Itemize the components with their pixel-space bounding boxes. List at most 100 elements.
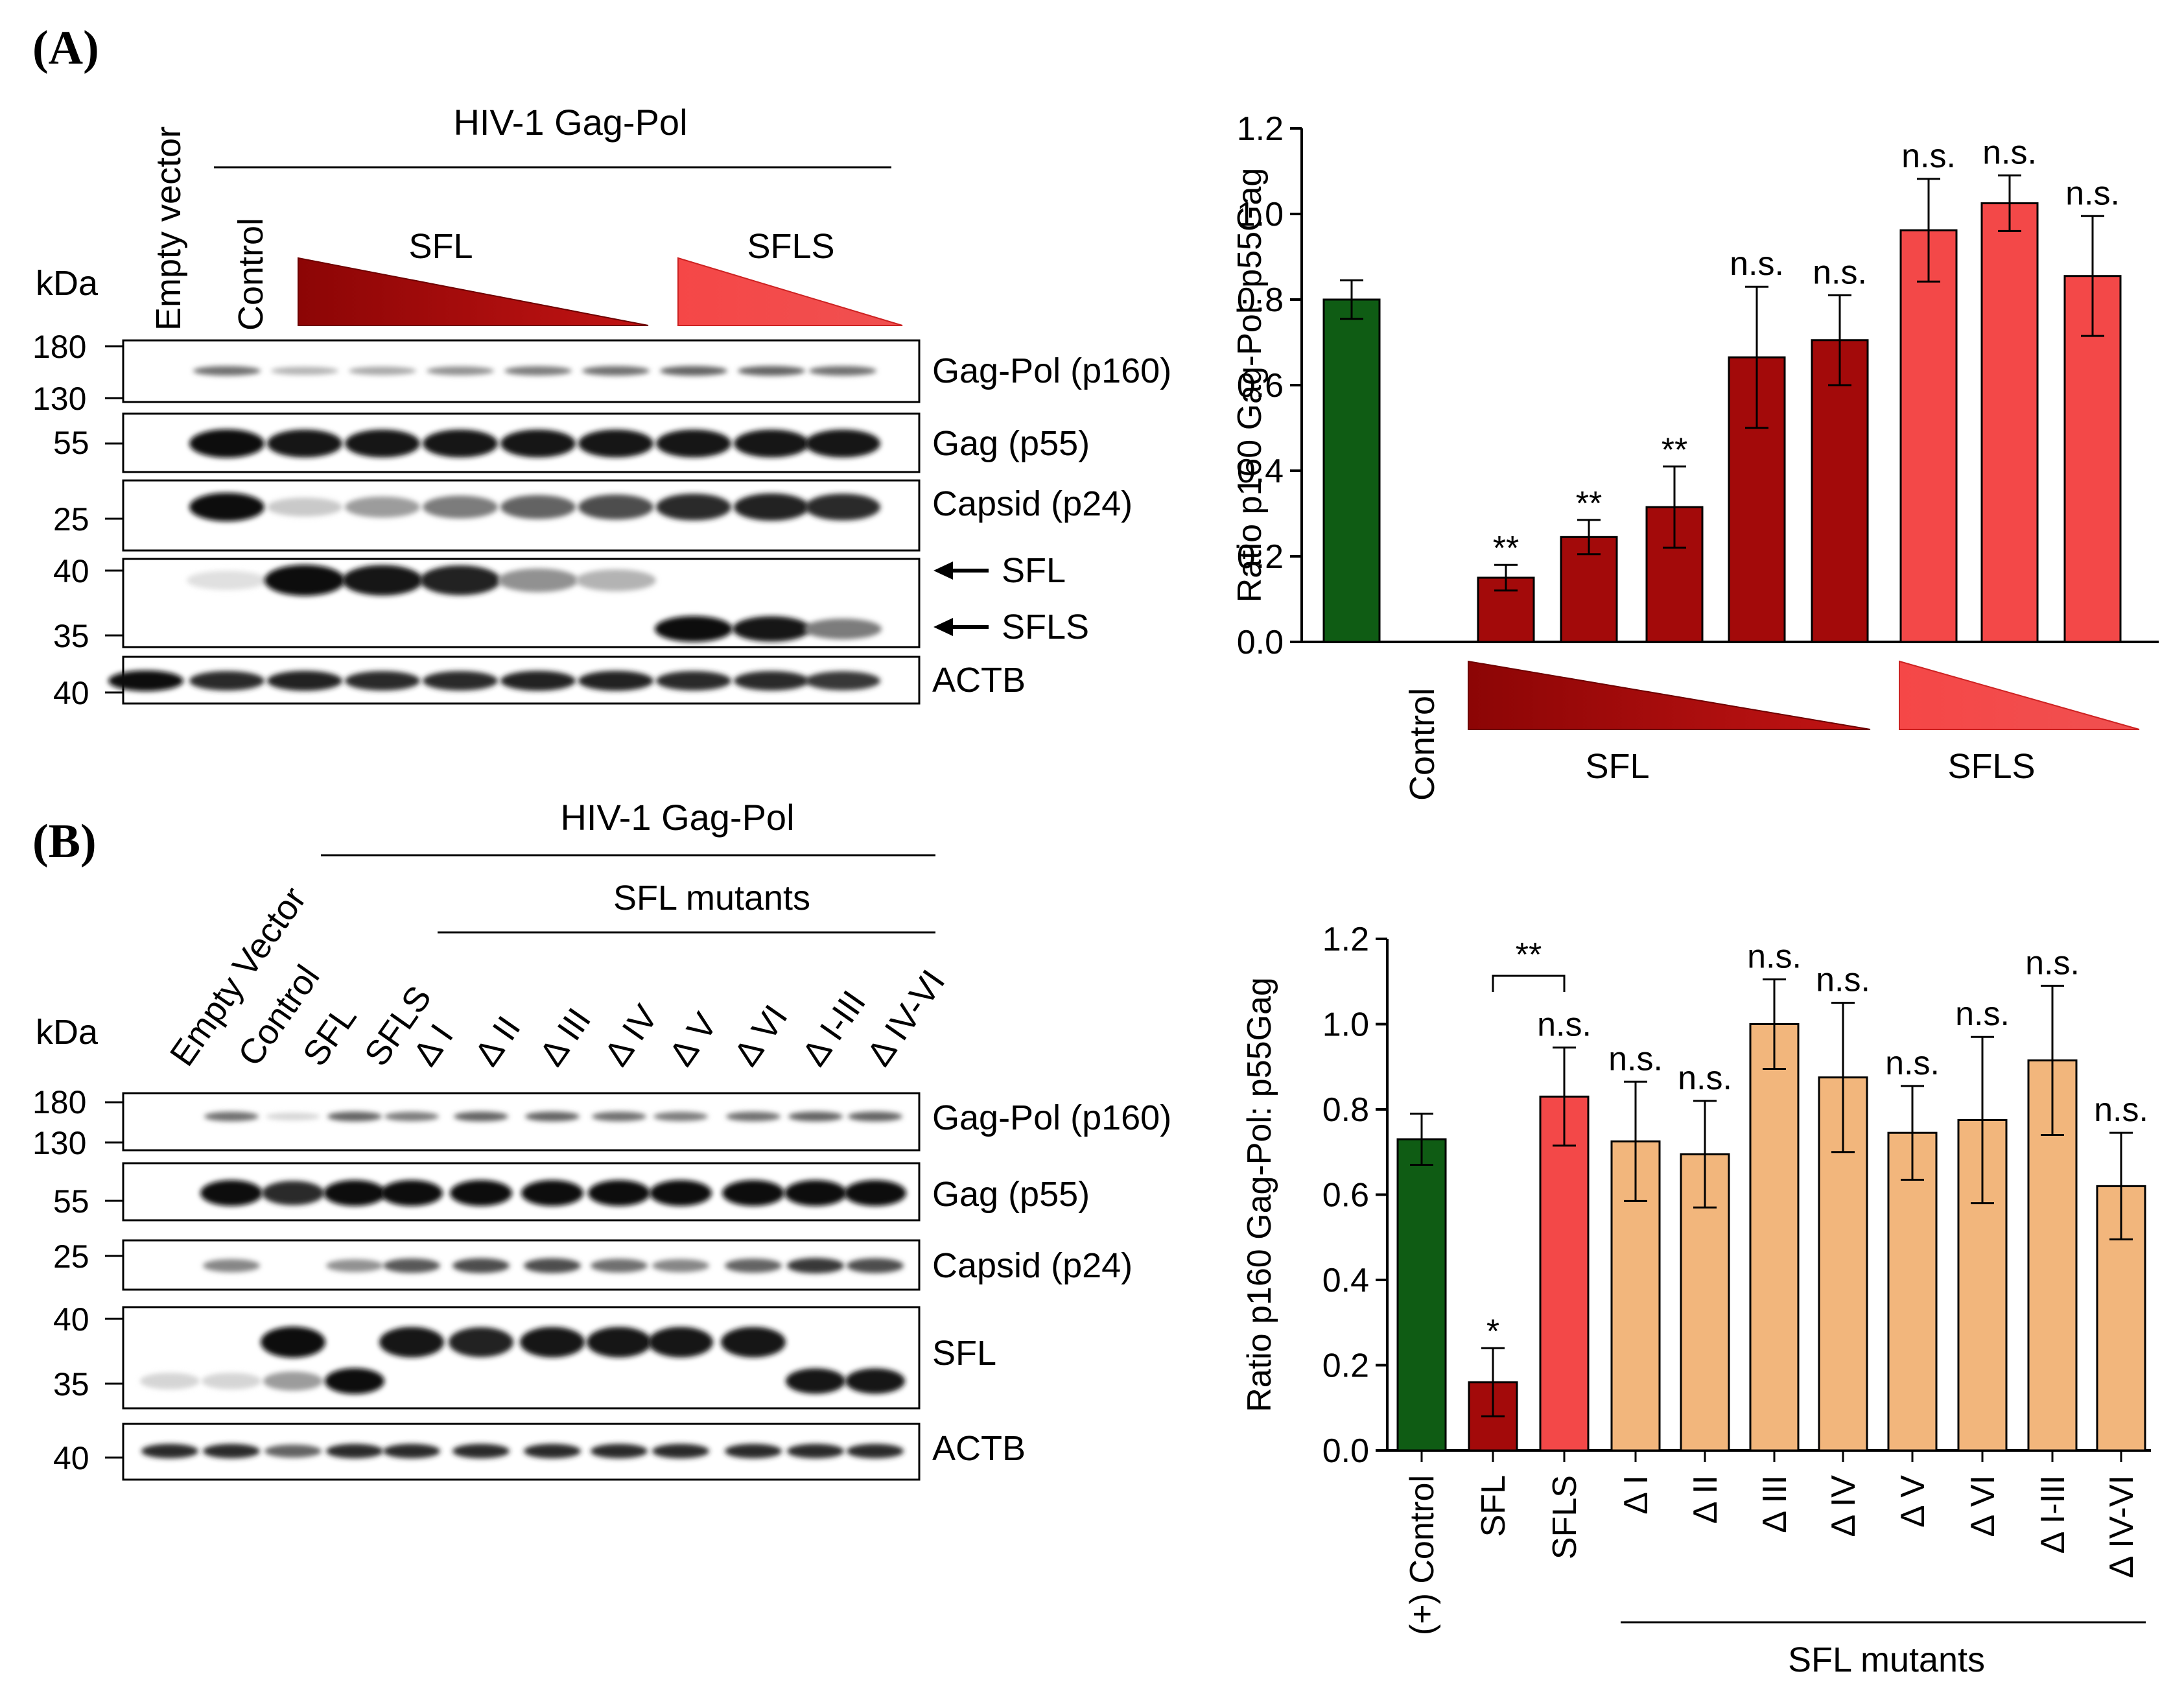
x-label-2: SFL xyxy=(1475,1475,1512,1537)
x-label-3: SFLS xyxy=(1546,1475,1584,1559)
significance-label-8: n.s. xyxy=(1885,1045,1940,1082)
significance-bracket xyxy=(1492,975,1566,992)
band-gag-lane-12 xyxy=(844,1180,906,1206)
bar-6 xyxy=(1811,339,1869,643)
significance-label-11: n.s. xyxy=(2094,1091,2148,1129)
y-tick-label: 1.0 xyxy=(1322,1006,1369,1044)
marker-25: 25 xyxy=(53,1238,89,1275)
sfl-group-label: SFL xyxy=(408,227,473,266)
band-gagpol-lane-8 xyxy=(592,1111,646,1122)
bar-7 xyxy=(1899,229,1958,643)
marker-40-actb: 40 xyxy=(53,675,89,711)
marker-180: 180 xyxy=(32,329,86,365)
band-actb-lane-11 xyxy=(787,1443,844,1459)
band-capsid-lane-9 xyxy=(734,493,809,521)
row-label-gagpol: Gag-Pol (p160) xyxy=(932,1098,1171,1137)
band-sfl-lane-6 xyxy=(498,568,578,593)
band-capsid-lane-5 xyxy=(423,495,498,519)
blot-frame-sfl xyxy=(122,1306,921,1410)
band-gag-lane-7 xyxy=(578,429,653,458)
lane-label-7: Δ III xyxy=(532,1001,599,1073)
band-sfl-lower-lane-4 xyxy=(325,1368,384,1394)
band-sfl-lower-lane-12 xyxy=(845,1368,905,1394)
band-actb-lane-8 xyxy=(656,670,731,691)
band-sfl-upper-lane-6 xyxy=(449,1327,513,1358)
significance-label-3: n.s. xyxy=(1537,1006,1591,1044)
band-gagpol-lane-6 xyxy=(454,1111,508,1122)
band-sfls-lane-8 xyxy=(655,616,733,642)
x-label-7: Δ IV xyxy=(1825,1475,1862,1537)
band-gag-lane-10 xyxy=(805,429,880,458)
y-tick-label: 0.2 xyxy=(1237,538,1284,576)
band-gagpol-lane-7 xyxy=(582,366,650,376)
y-tick-label: 0.0 xyxy=(1237,624,1284,661)
band-capsid-lane-6 xyxy=(500,495,576,519)
y-axis-label: Ratio p160 Gag-Pol: p55Gag xyxy=(1231,168,1269,603)
significance-label-9: n.s. xyxy=(2065,174,2120,212)
band-actb-lane-5 xyxy=(423,670,498,691)
band-gagpol-lane-2 xyxy=(193,366,261,376)
band-sfl-lower-lane-2 xyxy=(202,1373,261,1389)
x-label-5: Δ II xyxy=(1687,1475,1724,1524)
sfls-gradient-wedge xyxy=(677,257,903,326)
band-actb-lane-9 xyxy=(734,670,809,691)
sfl-gradient-wedge xyxy=(298,257,649,326)
panel-a-label: (A) xyxy=(32,21,99,75)
x-label-8: Δ V xyxy=(1894,1475,1932,1528)
band-sfl-lane-4 xyxy=(342,565,423,596)
arrow-sfls xyxy=(933,618,989,636)
x-label-10: Δ I-III xyxy=(2034,1475,2072,1554)
band-sfl-lower-lane-3 xyxy=(263,1371,323,1391)
significance-label-9: n.s. xyxy=(1955,995,2010,1033)
band-capsid-lane-8 xyxy=(656,493,731,521)
band-capsid-lane-10 xyxy=(725,1259,782,1273)
row-label-gag: Gag (p55) xyxy=(932,424,1090,463)
y-tick-label: 0.0 xyxy=(1322,1432,1369,1470)
band-gagpol-lane-3 xyxy=(271,366,338,375)
band-sfl-upper-lane-5 xyxy=(379,1327,444,1358)
y-tick-label: 1.2 xyxy=(1237,110,1284,148)
band-gag-lane-7 xyxy=(521,1180,583,1206)
lane-label-control: Control xyxy=(231,218,270,331)
lane-label-9: Δ V xyxy=(662,1006,725,1073)
y-tick-label: 0.2 xyxy=(1322,1347,1369,1385)
marker-40-actb: 40 xyxy=(53,1440,89,1476)
band-sfl-upper-lane-8 xyxy=(587,1327,652,1358)
significance-label-8: n.s. xyxy=(1982,134,2037,172)
panel-b-bar-chart: 0.0 0.2 0.4 0.6 0.8 1.0 1.2 Ratio p160 Gag-Pol:… xyxy=(1241,921,2151,1679)
band-actb-lane-1 xyxy=(108,670,183,691)
band-capsid-lane-11 xyxy=(787,1258,844,1273)
blot-frame-gagpol xyxy=(122,1092,921,1152)
band-gagpol-lane-4 xyxy=(327,1111,382,1122)
band-sfls-lane-9 xyxy=(733,616,810,642)
band-gagpol-lane-6 xyxy=(504,366,572,376)
marker-180: 180 xyxy=(32,1084,86,1120)
band-capsid-lane-10 xyxy=(805,493,880,521)
marker-25: 25 xyxy=(53,501,89,538)
lane-label-8: Δ IV xyxy=(597,998,666,1073)
x-label-sfl: SFL xyxy=(1585,747,1649,786)
x-label-sfls: SFLS xyxy=(1947,747,2035,786)
y-tick-label: 0.4 xyxy=(1237,453,1284,490)
band-gagpol-lane-10 xyxy=(809,366,876,376)
band-gag-lane-5 xyxy=(423,429,498,458)
significance-label-6: n.s. xyxy=(1747,938,1802,975)
band-gag-lane-5 xyxy=(381,1180,443,1206)
sfl-mutants-group-label: SFL mutants xyxy=(1788,1640,1985,1679)
band-sfls-lane-10 xyxy=(804,619,882,639)
band-actb-lane-12 xyxy=(847,1443,904,1459)
band-sfl-lane-7 xyxy=(576,569,656,591)
band-capsid-lane-8 xyxy=(591,1259,648,1273)
band-capsid-lane-12 xyxy=(847,1258,904,1273)
band-gagpol-lane-3 xyxy=(266,1113,320,1120)
significance-label-7: n.s. xyxy=(1816,962,1870,999)
band-gagpol-lane-8 xyxy=(660,366,727,376)
band-gag-lane-4 xyxy=(323,1180,386,1206)
row-label-sfl: SFL xyxy=(932,1334,996,1373)
band-capsid-lane-4 xyxy=(345,496,420,518)
bar-1 xyxy=(1396,1138,1447,1452)
row-label-capsid: Capsid (p24) xyxy=(932,1246,1133,1285)
row-label-gag: Gag (p55) xyxy=(932,1175,1090,1214)
lane-label-6: Δ II xyxy=(467,1009,528,1072)
